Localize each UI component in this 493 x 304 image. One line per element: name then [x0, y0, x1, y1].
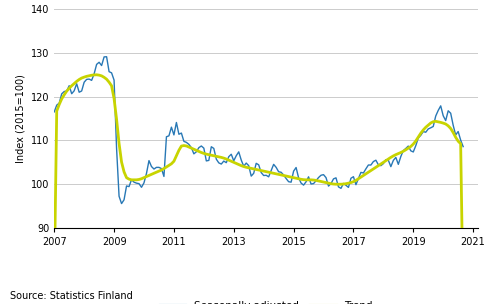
- Legend: Seasonally adjusted, Trend: Seasonally adjusted, Trend: [156, 296, 377, 304]
- Text: Source: Statistics Finland: Source: Statistics Finland: [10, 291, 133, 301]
- Y-axis label: Index (2015=100): Index (2015=100): [15, 74, 25, 163]
